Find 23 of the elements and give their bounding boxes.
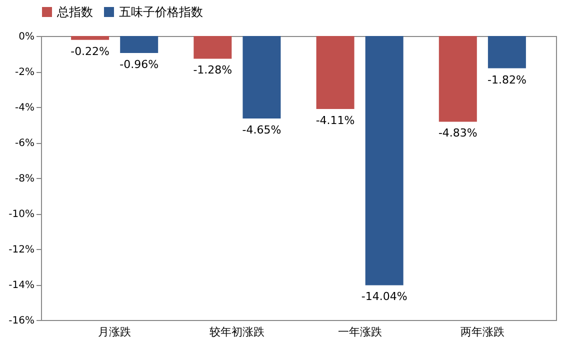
y-tick-label: -8% (15, 174, 34, 184)
y-tick-label: -12% (8, 244, 34, 256)
data-label: -1.82% (487, 73, 526, 86)
x-tick-label: 一年涨跌 (338, 326, 382, 338)
y-tick-label: -4% (15, 102, 34, 114)
x-tick-label: 月涨跌 (98, 326, 132, 338)
y-tick-label: -2% (15, 67, 34, 78)
data-label: -1.28% (193, 64, 232, 77)
y-tick-label: -14% (8, 280, 34, 291)
data-label: -14.04% (361, 290, 408, 304)
data-label: -4.11% (316, 114, 355, 127)
y-tick-label: -16% (8, 316, 34, 326)
y-tick-label: -6% (15, 138, 34, 149)
data-label: -0.96% (120, 58, 159, 72)
legend-label: 五味子价格指数 (119, 5, 203, 19)
legend-label: 总指数 (56, 5, 93, 19)
data-label: -4.83% (438, 126, 478, 140)
x-tick-label: 两年涨跌 (460, 326, 504, 338)
data-label: -4.65% (242, 124, 282, 137)
y-tick-label: 0% (18, 32, 34, 42)
y-tick-label: -10% (8, 209, 34, 220)
x-tick-label: 较年初涨跌 (210, 326, 265, 338)
data-label: -0.22% (70, 44, 110, 58)
